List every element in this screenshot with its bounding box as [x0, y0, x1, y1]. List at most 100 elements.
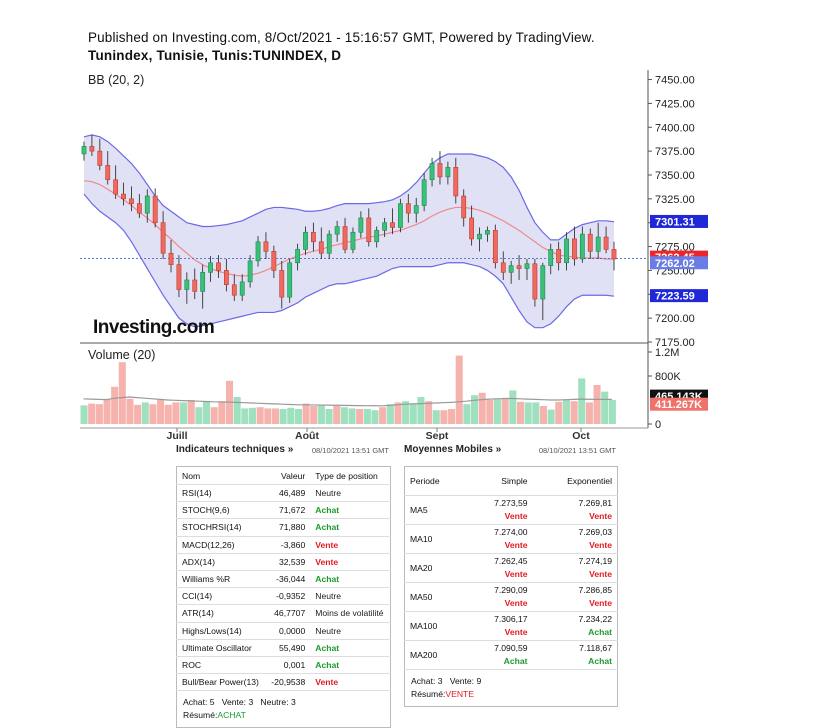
indicator-action: Neutre: [310, 587, 391, 606]
candle-body: [516, 265, 522, 269]
indicator-name[interactable]: Highs/Lows(14): [176, 622, 266, 640]
volume-bar: [547, 409, 555, 424]
investing-logo: Investing.com: [93, 317, 214, 338]
candle-body: [271, 251, 277, 271]
candle-body: [129, 198, 134, 204]
candle-body: [390, 222, 395, 228]
candle-body: [366, 217, 372, 243]
table-row: ROC 0,001 Achat: [176, 656, 391, 675]
bb-upper-line: [83, 134, 615, 241]
candle-body: [334, 226, 340, 235]
volume-bar: [287, 407, 295, 424]
volume-bar: [325, 409, 333, 424]
volume-bar: [570, 401, 578, 424]
candle-body: [500, 262, 506, 273]
price-tick-label: 7275.00: [655, 242, 695, 254]
ma-period: MA200: [404, 640, 466, 670]
candle-body: [168, 252, 174, 265]
ma-simple-action: Vente: [504, 598, 528, 608]
candle-body: [303, 231, 308, 250]
indicator-name[interactable]: STOCH(9,6): [176, 501, 266, 520]
volume-bar: [516, 401, 525, 424]
bb-middle-line: [83, 180, 614, 277]
volume-bar: [310, 406, 318, 424]
candle-body: [121, 193, 126, 200]
table-row: Bull/Bear Power(13) -20,9538 Vente: [176, 673, 391, 692]
ma-simple-value: 7.306,17: [494, 614, 528, 624]
candle-body: [318, 241, 324, 254]
indicator-name[interactable]: Williams %R: [176, 570, 266, 589]
col-header-exponential: Exponentiel: [532, 466, 618, 496]
indicator-value: -0,9352: [265, 587, 311, 606]
volume-bar: [394, 402, 402, 424]
candle-body: [113, 179, 119, 195]
ma-period: MA50: [404, 582, 466, 612]
badge-volume-ma-bg: [650, 397, 708, 411]
indicator-name[interactable]: Ultimate Oscillator: [176, 639, 266, 657]
ma-simple-value: 7.262,45: [494, 556, 528, 566]
candle-body: [421, 179, 427, 206]
indicator-action: Achat: [310, 656, 391, 675]
volume-bar: [333, 406, 341, 424]
badge-bb-middle-bg: [650, 256, 708, 270]
col-header-name: Nom: [176, 466, 266, 485]
candle-body: [279, 270, 285, 298]
candle-body: [453, 167, 459, 197]
indicator-name[interactable]: STOCHRSI(14): [176, 518, 266, 537]
candle-body: [556, 249, 562, 264]
candle-body: [105, 165, 111, 181]
candle-body: [326, 233, 332, 254]
volume-bar: [417, 397, 425, 424]
bb-label: BB (20, 2): [88, 73, 144, 87]
moving-summary: Achat: 3 Vente: 9 Résumé:VENTE: [404, 670, 618, 707]
indicator-name[interactable]: MACD(12,26): [176, 536, 266, 554]
indicator-value: 0,0000: [265, 622, 311, 640]
technical-summary-label: Résumé:: [183, 710, 218, 721]
volume-bar: [532, 402, 540, 424]
volume-bar: [348, 408, 356, 424]
technical-indicators-date: 08/10/2021 13:51 GMT: [311, 446, 389, 455]
table-row: Ultimate Oscillator 55,490 Achat: [176, 639, 391, 657]
table-row: CCI(14) -0,9352 Neutre: [176, 587, 391, 606]
time-tick-label: Sept: [426, 430, 449, 440]
volume-bar: [118, 362, 126, 424]
table-row: STOCH(9,6) 71,672 Achat: [176, 501, 391, 520]
indicator-action: Vente: [310, 553, 391, 571]
candle-body: [136, 203, 142, 214]
ma-expo-value: 7.234,22: [578, 614, 612, 624]
indicator-name[interactable]: ROC: [176, 656, 266, 675]
price-chart[interactable]: 7450.00 7425.00 7400.00 7375.00 7350.00 7325.…: [0, 0, 839, 440]
volume-bar: [448, 409, 456, 424]
volume-bar: [402, 401, 410, 424]
volume-bar: [425, 401, 433, 424]
col-header-period: Periode: [404, 466, 466, 496]
candle-body: [579, 233, 585, 260]
moving-averages-title[interactable]: Moyennes Mobiles »: [404, 444, 502, 455]
candle-body: [239, 281, 245, 296]
volume-bar: [371, 410, 379, 424]
volume-bar: [555, 401, 563, 424]
candle-body: [382, 222, 387, 231]
technical-indicators-title[interactable]: Indicateurs techniques »: [176, 444, 294, 455]
volume-bar: [233, 397, 241, 424]
col-header-action: Type de position: [310, 466, 391, 485]
price-tick-label: 7425.00: [655, 98, 695, 110]
volume-bar: [386, 404, 394, 424]
indicator-name[interactable]: ATR(14): [176, 604, 266, 623]
indicator-name[interactable]: RSI(14): [176, 484, 266, 503]
price-tick-label: 7400.00: [655, 122, 695, 134]
table-header: Periode Simple Exponentiel: [404, 466, 618, 496]
price-tick-label: 7350.00: [655, 170, 695, 182]
volume-bar: [539, 406, 547, 424]
volume-bar: [172, 402, 180, 424]
price-axis: 7450.00 7425.00 7400.00 7375.00 7350.00 7325.…: [648, 75, 708, 431]
indicator-name[interactable]: Bull/Bear Power(13): [176, 673, 266, 692]
table-row: ADX(14) 32,539 Vente: [176, 553, 391, 571]
indicator-value: -36,044: [265, 570, 311, 589]
candle-body: [208, 262, 213, 273]
indicator-action: Achat: [310, 501, 391, 520]
indicator-name[interactable]: CCI(14): [176, 587, 266, 606]
volume-bar: [180, 402, 188, 424]
indicator-name[interactable]: ADX(14): [176, 553, 266, 571]
candle-body: [81, 146, 87, 155]
